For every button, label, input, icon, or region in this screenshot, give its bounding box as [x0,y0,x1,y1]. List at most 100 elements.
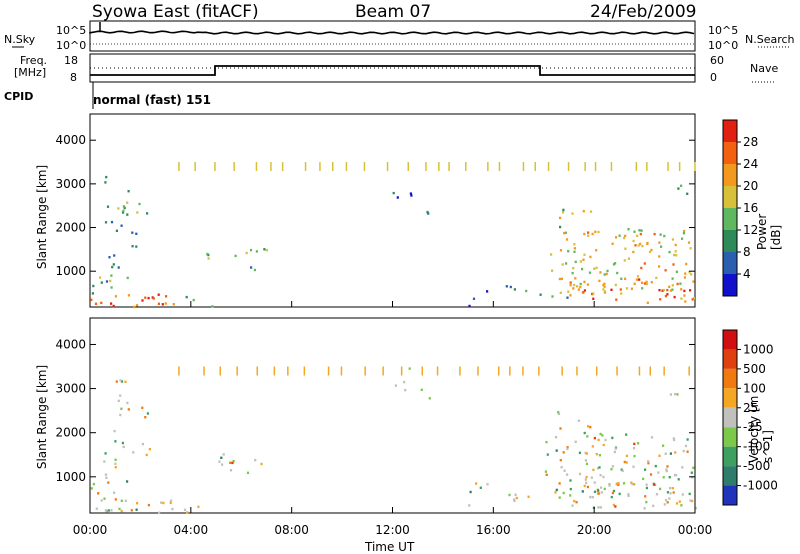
velocity-cell [522,366,524,376]
power-cell [472,297,476,300]
velocity-cell [573,499,576,503]
velocity-cell [364,366,366,376]
power-cell [425,162,427,171]
velocity-cell [114,458,117,461]
power-cell [694,162,696,171]
power-cell [591,232,594,236]
velocity-cell [602,443,605,447]
velocity-cell [675,473,678,477]
velocity-cell [147,503,150,507]
power-cell [684,272,687,275]
power-cell [584,162,586,171]
power-cell [661,289,664,292]
power-cell [640,229,643,232]
nsky-panel-frame [89,20,696,52]
power-cell [111,265,114,269]
power-cell [663,234,666,238]
power-cell [685,262,688,266]
x-tick-label: 12:00 [375,523,410,537]
velocity-cell [119,413,122,417]
velocity-cell [303,366,306,376]
power-cell [105,175,108,179]
power-cell [161,303,164,306]
power-cell [567,162,570,171]
velocity-cell [589,426,592,429]
velocity-cell [644,468,647,471]
power-cell [624,277,627,280]
power-cell [574,277,577,280]
velocity-cell [545,473,548,476]
power-cell [144,296,147,299]
power-cell [245,251,248,255]
power-cell [559,249,563,252]
power-cell [639,242,642,246]
power-colorbar-segment [723,230,737,252]
velocity-cell [650,436,654,439]
velocity-cell [611,465,614,468]
velocity-cell [692,466,695,469]
velocity-colorbar-segment [723,349,737,369]
power-cell [634,244,637,247]
power-cell [658,289,661,292]
power-cell [211,305,214,308]
velocity-cell [665,469,668,473]
power-cell [253,268,256,272]
velocity-cell [144,416,147,419]
velocity-cell [146,412,149,415]
power-cell [664,294,667,298]
power-cell [559,216,562,220]
velocity-cell [663,503,666,506]
velocity-cell [104,452,107,455]
velocity-cell [610,495,613,499]
power-cell [620,292,623,295]
velocity-cell [403,380,406,384]
power-cell [679,282,682,285]
power-cell [618,234,621,237]
power-colorbar-segment [723,120,737,142]
power-cell [633,230,636,233]
power-data-cells [90,162,696,309]
power-cell [653,232,656,236]
velocity-cell [254,458,257,462]
power-cell [640,281,644,284]
velocity-cell [97,492,100,495]
power-cell [250,266,253,269]
power-cell [141,299,144,302]
power-cell [110,274,113,277]
velocity-cell [627,493,630,496]
power-colorbar-tick-label: 24 [743,157,758,171]
velocity-cell [616,366,618,376]
power-cell [164,302,167,305]
power-cell [691,298,694,301]
velocity-cell [119,379,122,382]
velocity-cell [513,498,516,501]
velocity-cell [566,473,569,476]
velocity-cell [221,463,224,466]
velocity-cell [647,462,650,465]
velocity-cell [625,461,628,464]
power-cell [582,210,585,213]
power-cell [641,244,644,248]
power-ytick-label: 4000 [55,133,86,147]
power-cell [668,250,671,254]
velocity-cell [630,481,633,484]
power-ytick-label: 2000 [55,221,86,235]
power-cell [207,257,210,260]
power-cell [616,271,619,275]
velocity-cell [475,482,478,485]
velocity-cell [654,464,657,468]
velocity-cell [623,460,626,464]
power-colorbar-segment [723,142,737,164]
power-cell [92,284,95,288]
velocity-cell [675,502,679,505]
power-colorbar-tick-label: 8 [743,245,751,259]
power-cell [569,284,572,287]
power-cell [604,290,607,293]
power-cell [214,162,216,171]
velocity-cell [621,469,624,473]
power-cell [674,250,677,253]
power-colorbar-segment [723,186,737,208]
power-cell [121,211,125,214]
velocity-cell [92,482,95,486]
power-cell [438,162,440,171]
